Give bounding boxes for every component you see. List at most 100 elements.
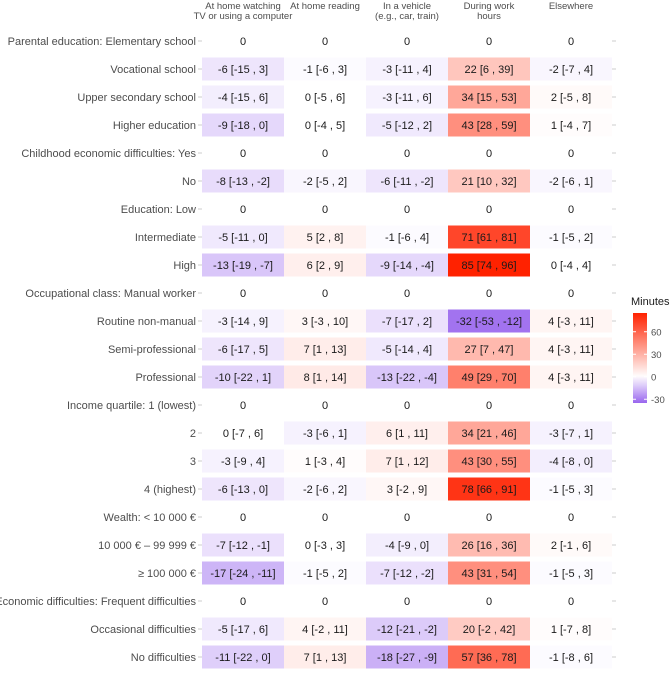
heat-cell-r22-c1 bbox=[284, 645, 366, 669]
heat-cell-r20-c0 bbox=[202, 589, 284, 613]
cell-label-r16-c4: -1 [-5 , 3] bbox=[549, 484, 593, 496]
cell-label-r14-c1: -3 [-6 , 1] bbox=[303, 428, 347, 440]
heat-cell-r6-c0 bbox=[202, 197, 284, 221]
cell-label-r11-c3: 27 [7 , 47] bbox=[465, 344, 514, 356]
row-label-11: Semi-professional bbox=[108, 344, 196, 356]
column-header-0-line-1: TV or using a computer bbox=[194, 11, 293, 22]
cell-label-r5-c4: -2 [-6 , 1] bbox=[549, 176, 593, 188]
heat-cell-r8-c4 bbox=[530, 253, 612, 277]
cell-label-r12-c0: -10 [-22 , 1] bbox=[215, 372, 271, 384]
heat-cell-r6-c3 bbox=[448, 197, 530, 221]
heat-cell-r1-c1 bbox=[284, 57, 366, 81]
cell-label-r13-c3: 0 bbox=[486, 400, 492, 412]
cell-label-r3-c3: 43 [28 , 59] bbox=[461, 120, 516, 132]
heat-cell-r13-c4 bbox=[530, 393, 612, 417]
cell-label-r21-c1: 4 [-2 , 11] bbox=[302, 624, 348, 636]
heat-cell-r5-c3 bbox=[448, 169, 530, 193]
heat-cell-r7-c2 bbox=[366, 225, 448, 249]
row-label-8: High bbox=[173, 260, 196, 272]
heat-cell-r4-c3 bbox=[448, 141, 530, 165]
cell-label-r17-c2: 0 bbox=[404, 512, 410, 524]
cell-label-r7-c1: 5 [2 , 8] bbox=[307, 232, 344, 244]
row-label-5: No bbox=[182, 176, 196, 188]
legend-tick-label-2: 0 bbox=[651, 372, 656, 383]
cell-label-r20-c4: 0 bbox=[568, 596, 574, 608]
row-label-17: Wealth: < 10 000 € bbox=[104, 512, 196, 524]
heat-cell-r10-c1 bbox=[284, 309, 366, 333]
cell-label-r2-c2: -3 [-11 , 6] bbox=[382, 92, 431, 104]
cell-label-r5-c1: -2 [-5 , 2] bbox=[303, 176, 347, 188]
cell-label-r19-c1: -1 [-5 , 2] bbox=[303, 568, 347, 580]
heat-cell-r8-c2 bbox=[366, 253, 448, 277]
cell-label-r0-c1: 0 bbox=[322, 36, 328, 48]
column-header-1-line-0: At home reading bbox=[290, 1, 360, 12]
cell-label-r15-c1: 1 [-3 , 4] bbox=[305, 456, 345, 468]
heat-cell-r0-c0 bbox=[202, 29, 284, 53]
heat-cell-r4-c2 bbox=[366, 141, 448, 165]
heat-cell-r17-c3 bbox=[448, 505, 530, 529]
cell-label-r8-c2: -9 [-14 , -4] bbox=[380, 260, 434, 272]
cell-label-r14-c3: 34 [21 , 46] bbox=[461, 428, 516, 440]
heat-cell-r18-c1 bbox=[284, 533, 366, 557]
heat-cell-r6-c1 bbox=[284, 197, 366, 221]
column-header-2-line-1: (e.g., car, train) bbox=[375, 11, 439, 22]
cell-label-r18-c4: 2 [-1 , 6] bbox=[551, 540, 591, 552]
heat-cell-r16-c3 bbox=[448, 477, 530, 501]
row-label-18: 10 000 € – 99 999 € bbox=[98, 540, 196, 552]
heat-cell-r14-c2 bbox=[366, 421, 448, 445]
heat-cell-r7-c3 bbox=[448, 225, 530, 249]
cell-label-r1-c3: 22 [6 , 39] bbox=[465, 64, 514, 76]
row-label-9: Occupational class: Manual worker bbox=[25, 288, 196, 300]
cell-label-r9-c1: 0 bbox=[322, 288, 328, 300]
heat-cell-r17-c2 bbox=[366, 505, 448, 529]
cell-label-r10-c2: -7 [-17 , 2] bbox=[382, 316, 432, 328]
cell-label-r12-c3: 49 [29 , 70] bbox=[461, 372, 516, 384]
heat-cell-r0-c1 bbox=[284, 29, 366, 53]
heat-cell-r19-c1 bbox=[284, 561, 366, 585]
row-label-15: 3 bbox=[190, 456, 196, 468]
cell-label-r13-c4: 0 bbox=[568, 400, 574, 412]
cell-label-r4-c1: 0 bbox=[322, 148, 328, 160]
heat-cell-r16-c0 bbox=[202, 477, 284, 501]
heat-cell-r17-c4 bbox=[530, 505, 612, 529]
heat-cell-r3-c2 bbox=[366, 113, 448, 137]
cell-label-r0-c3: 0 bbox=[486, 36, 492, 48]
heat-cell-r21-c1 bbox=[284, 617, 366, 641]
column-header-2-line-0: In a vehicle bbox=[383, 1, 431, 12]
heat-cell-r6-c4 bbox=[530, 197, 612, 221]
cell-label-r17-c0: 0 bbox=[240, 512, 246, 524]
heat-cell-r20-c1 bbox=[284, 589, 366, 613]
heat-cell-r11-c3 bbox=[448, 337, 530, 361]
cell-label-r20-c0: 0 bbox=[240, 596, 246, 608]
heat-cell-r9-c1 bbox=[284, 281, 366, 305]
heat-cell-r18-c0 bbox=[202, 533, 284, 557]
cell-label-r22-c4: -1 [-8 , 6] bbox=[549, 652, 593, 664]
cell-label-r9-c4: 0 bbox=[568, 288, 574, 300]
heat-cell-r19-c0 bbox=[202, 561, 284, 585]
cell-label-r10-c4: 4 [-3 , 11] bbox=[548, 316, 594, 328]
heat-cell-r1-c2 bbox=[366, 57, 448, 81]
row-label-19: ≥ 100 000 € bbox=[138, 568, 196, 580]
cell-label-r22-c0: -11 [-22 , 0] bbox=[215, 652, 270, 664]
cell-label-r8-c3: 85 [74 , 96] bbox=[461, 260, 516, 272]
cell-label-r2-c1: 0 [-5 , 6] bbox=[305, 92, 345, 104]
heat-cell-r9-c4 bbox=[530, 281, 612, 305]
legend-tick-label-3: -30 bbox=[651, 395, 665, 406]
row-label-0: Parental education: Elementary school bbox=[8, 36, 196, 48]
cell-label-r8-c0: -13 [-19 , -7] bbox=[213, 260, 273, 272]
cell-label-r16-c1: -2 [-6 , 2] bbox=[303, 484, 347, 496]
heat-cell-r10-c2 bbox=[366, 309, 448, 333]
heat-cell-r16-c2 bbox=[366, 477, 448, 501]
cell-label-r4-c0: 0 bbox=[240, 148, 246, 160]
cell-label-r12-c2: -13 [-22 , -4] bbox=[377, 372, 437, 384]
heat-cell-r5-c2 bbox=[366, 169, 448, 193]
heat-cell-r3-c0 bbox=[202, 113, 284, 137]
cell-label-r10-c1: 3 [-3 , 10] bbox=[302, 316, 348, 328]
heat-cell-r5-c1 bbox=[284, 169, 366, 193]
heat-cell-r19-c2 bbox=[366, 561, 448, 585]
heat-cell-r22-c2 bbox=[366, 645, 448, 669]
heat-cell-r12-c3 bbox=[448, 365, 530, 389]
cell-label-r20-c1: 0 bbox=[322, 596, 328, 608]
heat-cell-r2-c3 bbox=[448, 85, 530, 109]
